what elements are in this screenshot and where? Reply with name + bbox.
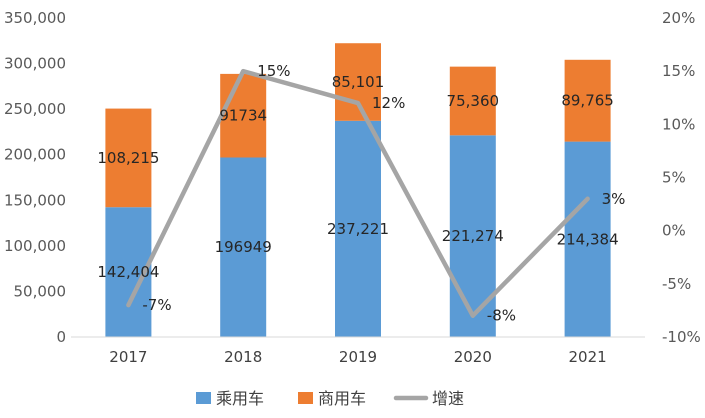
left-y-tick-label: 250,000 — [4, 100, 66, 118]
bar-value-label: 142,404 — [97, 263, 159, 281]
legend-label: 增速 — [432, 389, 464, 408]
x-tick-label: 2021 — [569, 348, 607, 366]
growth-value-label: -8% — [487, 307, 516, 325]
left-y-tick-label: 100,000 — [4, 237, 66, 255]
bar-value-label: 108,215 — [97, 149, 159, 167]
legend-swatch — [196, 392, 211, 404]
data-labels: 142,404 108,215 196949 91734 237,221 85,101 22… — [97, 62, 625, 325]
x-tick-label: 2017 — [109, 348, 147, 366]
x-axis: 2017 2018 2019 2020 2021 — [71, 336, 645, 366]
right-y-tick-label: 10% — [662, 115, 695, 133]
x-tick-label: 2019 — [339, 348, 377, 366]
left-y-tick-label: 200,000 — [4, 146, 66, 164]
bar-value-label: 221,274 — [442, 227, 504, 245]
growth-value-label: 3% — [602, 190, 626, 208]
growth-value-label: 12% — [372, 94, 405, 112]
bar-commercial-vehicle — [105, 108, 152, 208]
bar-value-label: 196949 — [215, 238, 272, 256]
right-y-tick-label: 0% — [662, 222, 686, 240]
bar-commercial-vehicle — [335, 43, 381, 121]
bar-value-label: 214,384 — [557, 230, 619, 248]
legend: 乘用车 商用车 增速 — [196, 389, 464, 408]
growth-value-label: -7% — [142, 296, 171, 314]
bar-passenger-car — [220, 157, 267, 337]
x-tick-label: 2018 — [224, 348, 262, 366]
right-y-axis: -10% -5% 0% 5% 10% 15% 20% — [662, 9, 701, 346]
right-y-tick-label: -10% — [662, 328, 701, 346]
left-y-tick-label: 150,000 — [4, 191, 66, 209]
bar-value-label: 85,101 — [332, 73, 385, 91]
growth-value-label: 15% — [257, 62, 290, 80]
growth-line-path — [126, 68, 590, 318]
bar-passenger-car — [449, 135, 496, 337]
bar-value-label: 237,221 — [327, 220, 389, 238]
left-y-tick-label: 0 — [56, 328, 66, 346]
right-y-tick-label: 20% — [662, 9, 695, 27]
bar-value-label: 91734 — [219, 107, 267, 125]
left-y-axis: 0 50,000 100,000 150,000 200,000 250,000 300,0… — [4, 9, 66, 346]
legend-swatch — [298, 392, 313, 404]
bar-passenger-car — [564, 141, 611, 337]
bars — [105, 43, 611, 337]
bar-passenger-car — [335, 120, 381, 337]
bar-value-label: 89,765 — [561, 92, 614, 110]
left-y-tick-label: 50,000 — [14, 282, 67, 300]
left-y-tick-label: 300,000 — [4, 55, 66, 73]
bar-commercial-vehicle — [449, 66, 496, 136]
legend-item-passenger-car: 乘用车 — [196, 389, 264, 408]
bar-commercial-vehicle — [564, 59, 611, 142]
right-y-tick-label: -5% — [662, 275, 691, 293]
x-tick-label: 2020 — [454, 348, 492, 366]
bar-value-label: 75,360 — [447, 92, 500, 110]
right-y-tick-label: 5% — [662, 169, 686, 187]
legend-label: 商用车 — [318, 389, 366, 408]
right-y-tick-label: 15% — [662, 62, 695, 80]
growth-line — [126, 68, 590, 318]
bar-commercial-vehicle — [220, 73, 267, 158]
legend-item-commercial-vehicle: 商用车 — [298, 389, 366, 408]
left-y-tick-label: 350,000 — [4, 9, 66, 27]
legend-label: 乘用车 — [216, 389, 264, 408]
legend-item-growth: 增速 — [393, 389, 464, 408]
